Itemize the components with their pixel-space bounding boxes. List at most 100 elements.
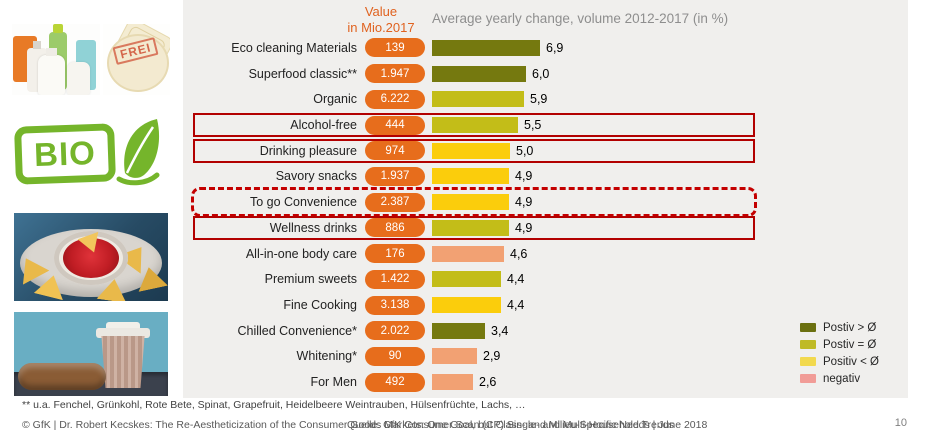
chart-row: Wellness drinks 886 4,9 [183, 215, 908, 241]
coffee-cup-shape [101, 336, 145, 388]
value-badge: 176 [365, 244, 425, 264]
bar-value-label: 4,6 [510, 246, 528, 261]
category-label: Organic [313, 92, 357, 107]
chart-legend: Postiv > Ø Postiv = Ø Positiv < Ø negativ [800, 319, 879, 387]
chart-row: Premium sweets 1.422 4,4 [183, 266, 908, 292]
bar [432, 245, 504, 262]
chart-row: Chilled Convenience* 2.022 3,4 [183, 318, 908, 344]
bar [432, 39, 540, 56]
category-label: Eco cleaning Materials [231, 40, 357, 55]
bar-value-label: 4,4 [507, 272, 525, 287]
value-badge: 1.937 [365, 166, 425, 186]
chart-row: All-in-one body care 176 4,6 [183, 241, 908, 267]
chart-panel: Value in Mio.2017 Average yearly change,… [183, 0, 908, 398]
highlight-box-wellness-drinks [193, 215, 755, 241]
bar [432, 65, 526, 82]
legend-label: Postiv > Ø [823, 321, 877, 334]
category-label: Premium sweets [264, 272, 357, 287]
category-label: For Men [310, 375, 357, 390]
chart-row: Eco cleaning Materials 139 6,9 [183, 35, 908, 61]
value-badge: 6.222 [365, 89, 425, 109]
bio-stamp-frame: BIO [14, 123, 116, 185]
highlight-box-to-go-convenience [191, 186, 757, 217]
legend-item: Postiv > Ø [800, 319, 879, 336]
category-label: Fine Cooking [283, 298, 357, 313]
chart-row: Savory snacks 1.937 4,9 [183, 164, 908, 190]
bar [432, 374, 473, 391]
value-badge: 3.138 [365, 295, 425, 315]
bar-value-label: 2,6 [479, 375, 497, 390]
pastry-shape [18, 363, 106, 390]
value-badge: 974 [365, 141, 425, 161]
bar-value-label: 5,5 [524, 118, 542, 133]
white-bottle-shape [38, 48, 65, 95]
chart-rows: Eco cleaning Materials 139 6,9 Superfood cl… [183, 35, 908, 395]
chart-row: Drinking pleasure 974 5,0 [183, 138, 908, 164]
highlight-box-alcohol-free [193, 112, 755, 138]
nachos-dip-photo [14, 213, 168, 301]
legend-swatch [800, 323, 816, 332]
bio-logo-text: BIO [33, 133, 97, 174]
chart-row: Whitening* 90 2,9 [183, 344, 908, 370]
value-badge: 2.022 [365, 321, 425, 341]
bar [432, 91, 524, 108]
legend-label: Postiv = Ø [823, 338, 877, 351]
bar-value-label: 3,4 [491, 323, 509, 338]
bar [432, 219, 509, 236]
value-column-header: Value in Mio.2017 [333, 4, 429, 35]
bar-value-label: 5,9 [530, 92, 548, 107]
legend-swatch [800, 340, 816, 349]
bar-value-label: 4,9 [515, 169, 533, 184]
value-badge: 1.947 [365, 64, 425, 84]
white-bottle-shape [67, 62, 90, 95]
chart-row: Alcohol-free 444 5,5 [183, 112, 908, 138]
category-label: Whitening* [296, 349, 357, 364]
legend-swatch [800, 374, 816, 383]
bar-value-label: 4,9 [515, 220, 533, 235]
value-badge: 139 [365, 38, 425, 58]
category-label: Savory snacks [275, 169, 357, 184]
category-label: All-in-one body care [245, 246, 357, 261]
chart-row: Organic 6.222 5,9 [183, 86, 908, 112]
value-column-header-line1: Value [364, 4, 398, 19]
page-number: 10 [894, 417, 907, 429]
category-label: Alcohol-free [290, 118, 357, 133]
legend-item: negativ [800, 370, 879, 387]
legend-item: Positiv < Ø [800, 353, 879, 370]
bar [432, 194, 509, 211]
copyright-text: © GfK | Dr. Robert Kecskes: The Re-Aesth… [22, 419, 708, 431]
coffee-to-go-photo [14, 312, 168, 396]
bar [432, 271, 501, 288]
bar [432, 322, 485, 339]
bar [432, 117, 518, 134]
value-badge: 1.422 [365, 269, 425, 289]
highlight-box-drinking-pleasure [193, 138, 755, 164]
bar [432, 142, 510, 159]
cookie-shape [107, 34, 169, 92]
chart-title: Average yearly change, volume 2012-2017 … [432, 11, 729, 26]
bar-value-label: 6,9 [546, 40, 564, 55]
bar [432, 348, 477, 365]
source-text: Quelle: GfK Consumer Scan (CP) Single- a… [347, 419, 674, 431]
bar [432, 168, 509, 185]
value-badge: 2.387 [365, 192, 425, 212]
frei-stamp-photo: FREI [103, 24, 170, 95]
copyright-line: © GfK | Dr. Robert Kecskes: The Re-Aesth… [22, 419, 902, 431]
value-badge: 886 [365, 218, 425, 238]
legend-swatch [800, 357, 816, 366]
category-label: Wellness drinks [269, 220, 357, 235]
leaf-icon [116, 119, 160, 186]
chart-row: Superfood classic** 1.947 6,0 [183, 61, 908, 87]
category-label: Drinking pleasure [259, 143, 357, 158]
legend-label: Positiv < Ø [823, 355, 879, 368]
value-badge: 492 [365, 372, 425, 392]
chart-row: Fine Cooking 3.138 4,4 [183, 292, 908, 318]
bio-logo: BIO [14, 115, 167, 197]
cosmetic-bottles-photo [12, 24, 100, 95]
chart-row: To go Convenience 2.387 4,9 [183, 189, 908, 215]
bar [432, 297, 501, 314]
legend-item: Postiv = Ø [800, 336, 879, 353]
bar-value-label: 4,4 [507, 298, 525, 313]
category-label: Chilled Convenience* [237, 323, 357, 338]
